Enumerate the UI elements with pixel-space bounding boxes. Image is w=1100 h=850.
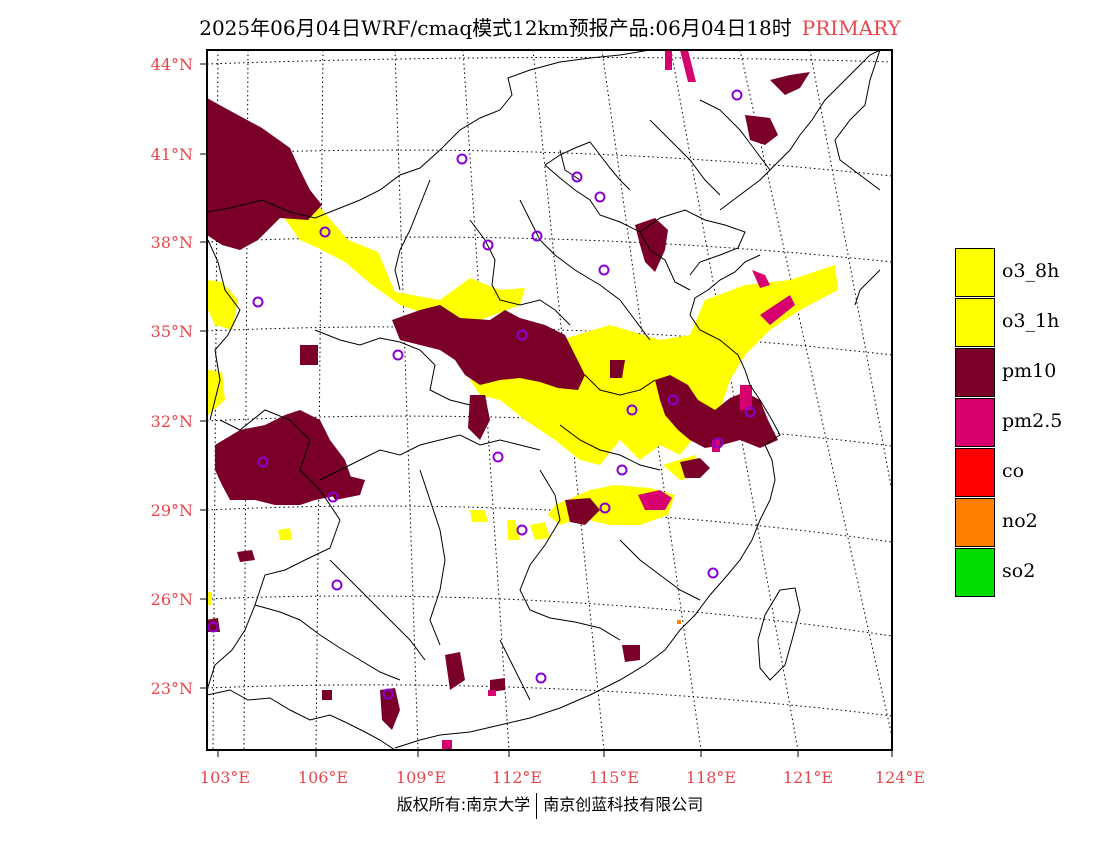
no2-spot: [677, 620, 681, 624]
legend-item-o3-8h: o3_8h: [955, 248, 1100, 298]
title-main: 2025年06月04日WRF/cmaq模式12km预报产品:06月04日18时: [199, 16, 792, 40]
title-primary: PRIMARY: [801, 16, 901, 40]
copyright-right: 南京创蓝科技有限公司: [543, 795, 704, 814]
map-frame: [206, 49, 893, 751]
longitude-labels: 103°E 106°E 109°E 112°E 115°E 118°E 121°…: [200, 768, 925, 787]
legend-label: pm10: [1002, 360, 1057, 382]
copyright-divider: [536, 792, 538, 819]
lon-label: 103°E: [200, 768, 250, 787]
lat-label: 29°N: [151, 501, 193, 520]
legend-item-no2: no2: [955, 498, 1100, 548]
lon-label: 109°E: [396, 768, 446, 787]
map-content: [207, 50, 892, 750]
lon-label: 124°E: [875, 768, 925, 787]
legend-item-pm25: pm2.5: [955, 398, 1100, 448]
legend-label: so2: [1002, 560, 1036, 582]
lat-label: 35°N: [151, 322, 193, 341]
legend-item-so2: so2: [955, 548, 1100, 598]
lon-label: 112°E: [492, 768, 542, 787]
lon-label: 115°E: [589, 768, 639, 787]
copyright-left: 版权所有:南京大学: [396, 795, 531, 814]
map-title: 2025年06月04日WRF/cmaq模式12km预报产品:06月04日18时 P…: [0, 12, 1100, 41]
lon-label: 118°E: [686, 768, 736, 787]
legend-label: o3_8h: [1002, 260, 1060, 282]
legend-swatch: [955, 298, 995, 347]
lat-label: 32°N: [151, 412, 193, 431]
pm10-areas: [207, 72, 810, 730]
lat-label: 23°N: [151, 679, 193, 698]
legend-label: co: [1002, 460, 1025, 482]
legend-label: pm2.5: [1002, 410, 1063, 432]
lat-label: 41°N: [151, 145, 193, 164]
legend-swatch: [955, 248, 995, 297]
lat-label: 44°N: [151, 55, 193, 74]
copyright-notice: 版权所有:南京大学 南京创蓝科技有限公司: [0, 791, 1100, 819]
latitude-labels: 44°N 41°N 38°N 35°N 32°N 29°N 26°N 23°N: [151, 55, 193, 698]
legend-item-o3-1h: o3_1h: [955, 298, 1100, 348]
legend-item-co: co: [955, 448, 1100, 498]
legend-item-pm10: pm10: [955, 348, 1100, 398]
lon-label: 106°E: [298, 768, 348, 787]
legend-swatch: [955, 448, 995, 497]
axis-ticks: [200, 63, 893, 757]
lat-label: 38°N: [151, 233, 193, 252]
legend: o3_8h o3_1h pm10 pm2.5 co no2 so2: [955, 248, 1100, 598]
boundaries: [207, 50, 881, 750]
lon-label: 121°E: [783, 768, 833, 787]
legend-swatch: [955, 548, 995, 597]
pm25-areas: [442, 50, 795, 750]
legend-swatch: [955, 398, 995, 447]
legend-swatch: [955, 498, 995, 547]
legend-label: no2: [1002, 510, 1038, 532]
lat-label: 26°N: [151, 590, 193, 609]
legend-swatch: [955, 348, 995, 397]
station-markers: [207, 89, 756, 700]
legend-label: o3_1h: [1002, 310, 1060, 332]
